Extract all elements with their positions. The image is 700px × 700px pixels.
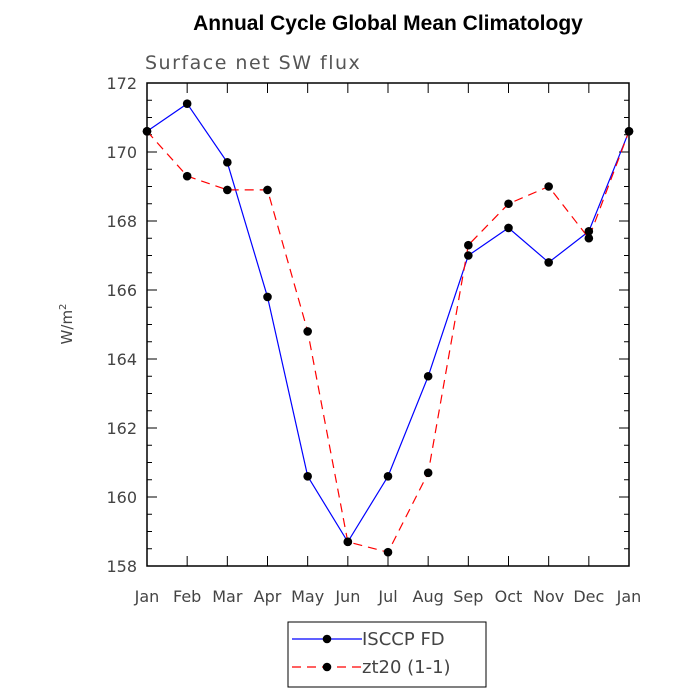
series-1-point [544,258,553,267]
y-tick-label: 168 [106,212,137,231]
y-tick-label: 172 [106,74,137,93]
y-tick-label: 162 [106,419,137,438]
series-2-point [624,127,634,136]
series-2-point [504,199,513,209]
series-2-point [263,185,272,195]
legend-marker-1 [322,634,332,644]
legend-marker-2 [322,662,332,672]
legend-box [287,621,487,688]
series-1-point [223,158,232,167]
series-2-point [464,240,473,250]
svg-text:W/m2: W/m2 [58,304,76,345]
x-tick-label: Apr [254,587,282,606]
plot-frame [146,82,630,567]
series-1-point [584,227,594,236]
y-ticks: 158 160 162 164 166 168 170 172 [106,74,629,576]
series-2-point [383,547,393,557]
y-tick-label: 160 [106,488,137,507]
y-tick-label: 170 [106,143,137,162]
series-1-point [263,292,272,302]
legend-label-1: ISCCP FD [362,629,445,650]
series-1-point [182,99,192,108]
series-1-point [423,371,433,381]
x-tick-label: Jul [377,587,397,606]
x-tick-label: Jan [134,587,160,606]
x-ticks: Jan Feb Mar Apr May Jun Jul Aug Sep Oct Nov Dec Jan [134,83,642,606]
series-2-point [343,537,353,547]
series-line-2 [146,130,630,553]
x-tick-label: Jun [334,587,360,606]
x-tick-label: Oct [495,587,523,606]
series-1-point [504,223,513,233]
series-1-point [383,472,393,481]
y-tick-label: 158 [106,557,137,576]
legend-label-2: zt20 (1-1) [362,657,451,678]
x-tick-label: May [291,587,324,606]
series-1-point [303,472,312,481]
y-axis-label-sup: 2 [58,304,69,310]
y-tick-label: 164 [106,350,137,369]
chart-title: Annual Cycle Global Mean Climatology [193,12,583,35]
series-2-point [223,185,232,195]
series-2-point [544,182,553,191]
y-tick-label: 166 [106,281,137,300]
x-tick-label: Aug [413,587,444,606]
x-tick-label: Jan [616,587,642,606]
series-layer [142,99,634,557]
x-tick-label: Dec [573,587,604,606]
series-1-point [464,251,473,260]
series-2-point [584,233,594,243]
chart-subtitle: Surface net SW flux [145,52,361,74]
series-2-point [142,127,152,136]
x-tick-label: Feb [173,587,201,606]
y-axis-label: W/m2 [58,304,76,345]
legend: ISCCP FD zt20 (1-1) [287,621,487,688]
series-2-point [303,327,312,336]
x-tick-label: Nov [533,587,564,606]
series-2-point [182,171,192,181]
y-axis-label-text: W/m [58,310,76,345]
series-2-point [423,468,433,478]
x-tick-label: Mar [212,587,243,606]
x-tick-label: Sep [453,587,483,606]
legend-items: ISCCP FD zt20 (1-1) [292,629,451,678]
